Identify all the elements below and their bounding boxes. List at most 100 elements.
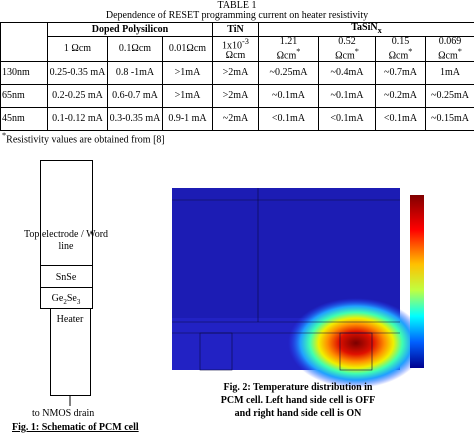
cell-text: <0.1mA [330, 113, 364, 125]
resistivity-value: 0.069 [438, 36, 462, 47]
heatmap [172, 188, 424, 388]
resistivity-cell: 0.069 Ωcm* [425, 35, 474, 63]
row-label: 65nm [0, 84, 48, 109]
drain-label: to NMOS drain [32, 408, 94, 419]
gese-label: Ge2Se3 [52, 293, 81, 306]
cell-text: 45nm [2, 113, 25, 125]
pcm-schematic [40, 160, 93, 406]
data-cell: <0.1mA [318, 107, 376, 132]
heatmap-top [172, 188, 400, 318]
resistivity-value: 1.21 [279, 36, 298, 47]
footnote: *Resistivity values are obtained from [8… [2, 131, 165, 145]
cell-text: 0.9-1 mA [168, 113, 207, 125]
cell-text: ~2mA [222, 113, 249, 125]
cell-text: 1mA [440, 67, 460, 79]
footnote-mark: * [2, 131, 7, 140]
resistivity-cell: 0.01Ωcm [162, 35, 213, 63]
data-cell: >1mA [162, 61, 213, 86]
group-name: TiN [227, 23, 244, 35]
cell-text: ~0.15mA [431, 113, 469, 125]
cell-text: 65nm [2, 90, 25, 102]
data-row: 130nm 0.25-0.35 mA 0.8 -1mA >1mA >2mA ~0.25mA… [0, 61, 474, 86]
fig2-caption: PCM cell. Left hand side cell is OFF [221, 395, 375, 406]
table-label: TABLE 1 [217, 0, 257, 11]
cell-text: 130nm [2, 67, 30, 79]
cell-text: >2mA [222, 67, 249, 79]
data-cell: ~0.25mA [425, 84, 474, 109]
cell-text: ~0.1mA [330, 90, 364, 102]
resistivity-value: 0.52 [338, 36, 356, 47]
resistivity-value: 0.1Ωcm [118, 43, 152, 55]
cell-text: ~0.1mA [272, 90, 305, 102]
row-label: 130nm [0, 61, 48, 86]
top-electrode [40, 160, 93, 266]
resistivity-row: 1 Ωcm 0.1Ωcm 0.01Ωcm 1x10-3 Ωcm 1.21 Ωcm* 0.52 Ω… [1, 35, 474, 63]
resistivity-unit: Ωcm [225, 50, 246, 62]
table-title: Dependence of RESET programming current … [105, 10, 369, 21]
fig1-caption: Fig. 1: Schematic of PCM cell [12, 422, 139, 433]
cell-text: >2mA [222, 90, 249, 102]
resistivity-cell: 1 Ωcm [47, 35, 108, 63]
data-cell: ~0.1mA [258, 84, 319, 109]
snse-label: SnSe [56, 272, 77, 283]
cell-text: 0.8 -1mA [115, 67, 155, 79]
resistivity-value: 0.01Ωcm [168, 43, 207, 55]
data-row: 65nm 0.2-0.25 mA 0.6-0.7 mA >1mA >2mA ~0.1mA ~… [0, 84, 474, 109]
cell-text: 0.2-0.25 mA [52, 90, 103, 102]
resistivity-cell: 0.1Ωcm [107, 35, 163, 63]
colorbar [410, 195, 424, 368]
resistivity-unit: Ωcm [438, 50, 458, 62]
resistivity-mark: * [457, 47, 462, 56]
group-name: Doped Polysilicon [91, 23, 169, 35]
cell-text: 0.1-0.12 mA [52, 113, 103, 125]
data-cell: 1mA [425, 61, 474, 86]
data-cell: >2mA [212, 61, 259, 86]
data-cell: >1mA [162, 84, 213, 109]
resistivity-exp: -3 [242, 37, 249, 46]
resistivity-value: 1 Ωcm [63, 43, 92, 55]
resistivity-cell: 1.21 Ωcm* [258, 35, 319, 63]
cell-text: ~0.25mA [431, 90, 469, 102]
subscript: 3 [77, 298, 81, 306]
hot-spot [288, 298, 424, 388]
resistivity-cell: 1x10-3 Ωcm [212, 35, 259, 63]
resistivity-mark: * [296, 47, 301, 56]
element: Ge [52, 293, 64, 304]
heater [50, 308, 91, 396]
fig2-caption: and right hand side cell is ON [235, 408, 362, 419]
heater-label: Heater [57, 314, 84, 325]
cell-text: >1mA [174, 67, 201, 79]
cell-text: >1mA [174, 90, 201, 102]
resistivity-value: 0.15 [391, 36, 410, 47]
top-label-1: Top electrode / Word [24, 229, 108, 240]
data-cell: ~2mA [212, 107, 259, 132]
data-cell: ~0.7mA [375, 61, 426, 86]
element: Se [67, 293, 78, 304]
footnote-text: Resistivity values are obtained from [8] [6, 134, 165, 146]
cell-text: <0.1mA [383, 113, 418, 125]
subscript: 2 [63, 298, 67, 306]
resistivity-unit: Ωcm [335, 50, 355, 62]
fig2-caption: Fig. 2: Temperature distribution in [224, 382, 373, 393]
group-name: TaSiN [351, 22, 378, 33]
data-cell: ~0.4mA [318, 61, 376, 86]
group-sub: x [377, 26, 382, 35]
resistivity-value: 1x10 [222, 40, 243, 52]
resistivity-mark: * [354, 47, 359, 56]
resistivity-unit: Ωcm [388, 50, 409, 62]
top-label-2: line [59, 241, 75, 252]
cell-text: <0.1mA [271, 113, 306, 125]
resistivity-cell: 0.52 Ωcm* [318, 35, 376, 63]
cell-text: 0.3-0.35 mA [109, 113, 161, 125]
data-cell: ~0.25mA [258, 61, 319, 86]
cell-text: ~0.2mA [384, 90, 417, 102]
cell-text: ~0.4mA [330, 67, 364, 79]
resistivity-unit: Ωcm [276, 50, 297, 62]
cell-text: 0.25-0.35 mA [49, 67, 106, 79]
resistivity-mark: * [408, 47, 413, 56]
cell-text: ~0.25mA [269, 67, 308, 79]
cell-text: ~0.7mA [384, 67, 417, 79]
data-cell: <0.1mA [258, 107, 319, 132]
